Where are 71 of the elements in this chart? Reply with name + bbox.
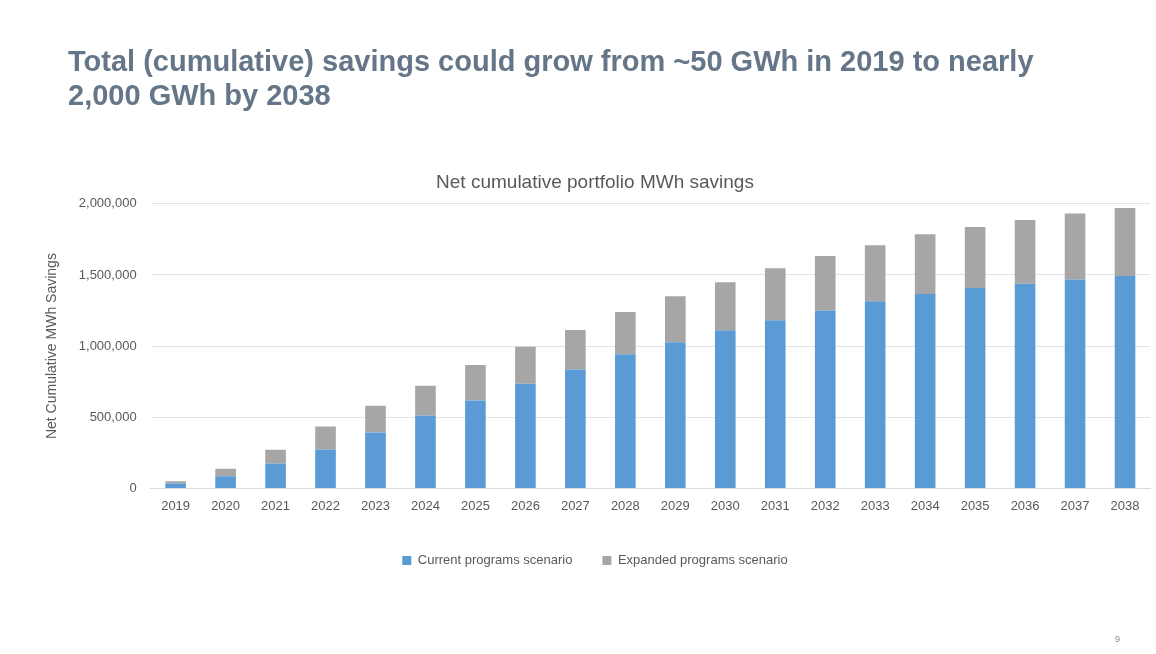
x-tick-label: 2022 — [311, 497, 340, 513]
x-tick-label: 2032 — [810, 497, 840, 513]
bar — [665, 296, 686, 343]
chart-subtitle: Net cumulative portfolio MWh savings — [436, 170, 754, 192]
bar — [714, 330, 736, 488]
bar — [914, 293, 936, 488]
bar — [864, 245, 886, 302]
bar — [714, 282, 736, 331]
bar — [415, 415, 436, 488]
bar — [515, 346, 536, 384]
x-tick-label: 2035 — [960, 497, 990, 513]
x-tick-label: 2023 — [361, 497, 390, 513]
bar — [515, 383, 536, 488]
bar — [964, 227, 986, 288]
x-tick-label: 2025 — [460, 497, 490, 513]
x-tick-label: 2020 — [211, 497, 241, 513]
bar — [365, 405, 386, 433]
x-tick-label: 2033 — [860, 497, 890, 513]
bar — [215, 476, 236, 488]
bar — [964, 287, 986, 488]
x-tick-label: 2021 — [261, 497, 291, 513]
x-tick-label: 2029 — [660, 497, 690, 513]
y-tick-label: 2,000,000 — [78, 195, 137, 211]
bar — [1014, 283, 1036, 488]
bar — [1064, 213, 1086, 280]
y-tick-label: 1,500,000 — [78, 266, 137, 282]
bar — [265, 449, 286, 464]
x-tick-label: 2038 — [1110, 497, 1140, 513]
chart-title: Total (cumulative) savings could grow from ~50 GWh in 2019 to nearly 2,000 GWh by 2038 — [68, 44, 1035, 112]
x-tick-label: 2030 — [710, 497, 740, 513]
bar — [565, 369, 586, 488]
bar — [1064, 279, 1086, 488]
bar — [665, 342, 686, 488]
bar — [165, 481, 186, 484]
x-tick-label: 2037 — [1060, 497, 1090, 513]
text: 9 — [1114, 634, 1120, 644]
y-axis-title: Net Cumulative MWh Savings — [43, 253, 60, 440]
bar — [315, 426, 336, 450]
bar — [864, 301, 886, 488]
y-tick-label: 1,000,000 — [78, 337, 137, 353]
bar — [215, 468, 236, 477]
bar — [465, 400, 486, 488]
y-tick-label: 500,000 — [89, 408, 137, 424]
bar — [265, 463, 286, 488]
x-tick-label: 2026 — [510, 497, 540, 513]
bar — [465, 365, 486, 401]
bar — [764, 268, 786, 321]
x-tick-label: 2027 — [560, 497, 590, 513]
x-tick-label: 2024 — [411, 497, 440, 513]
bar — [764, 320, 786, 488]
bar — [315, 449, 336, 488]
x-tick-label: 2028 — [610, 497, 640, 513]
bar — [1114, 208, 1136, 276]
legend-label: Expanded programs scenario — [617, 552, 788, 568]
bar — [1114, 275, 1136, 488]
y-tick-label: 0 — [129, 479, 137, 495]
x-tick-label: 2034 — [910, 497, 940, 513]
x-tick-label: 2019 — [161, 497, 191, 513]
bar — [814, 256, 836, 311]
bar — [365, 432, 386, 488]
legend-label: Current programs scenario — [417, 552, 573, 568]
bar — [415, 385, 436, 416]
bar — [615, 354, 636, 488]
x-tick-label: 2036 — [1010, 497, 1040, 513]
x-tick-label: 2031 — [760, 497, 790, 513]
bar — [814, 310, 836, 488]
bar — [615, 312, 636, 355]
bar — [914, 234, 936, 294]
bar — [1014, 219, 1036, 284]
bar — [565, 329, 586, 370]
bar — [165, 483, 186, 488]
